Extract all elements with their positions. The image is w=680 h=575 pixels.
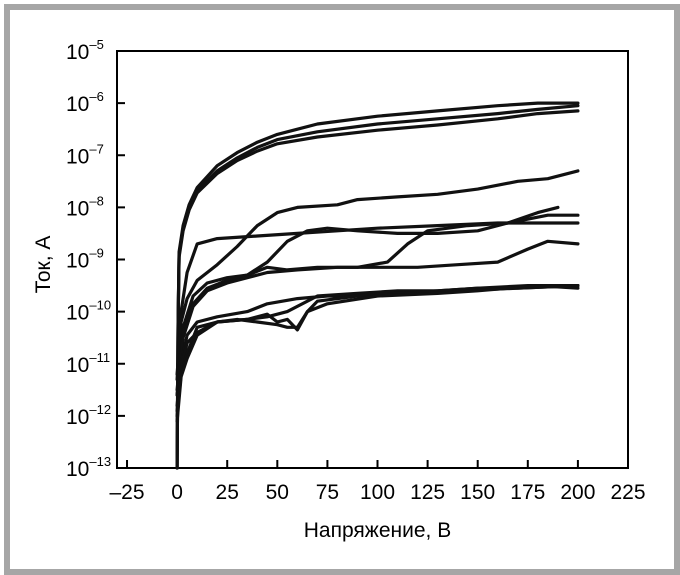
y-tick-base: 10 <box>66 458 89 481</box>
y-tick-exponent: –6 <box>89 89 103 104</box>
x-tick-label: 225 <box>610 481 645 504</box>
chart-frame: –25 0 25 50 75 100 125 150 175 200 225 10–5 10–6 10–… <box>4 4 680 575</box>
y-tick-exponent: –7 <box>89 141 103 156</box>
y-tick-base: 10 <box>66 406 89 429</box>
y-tick-base: 10 <box>66 354 89 377</box>
y-tick-base: 10 <box>66 302 89 325</box>
x-tick-label: 25 <box>216 481 239 504</box>
x-tick-label: 175 <box>510 481 545 504</box>
series-line-6 <box>175 205 560 392</box>
y-tick-exponent: –8 <box>89 193 103 208</box>
x-axis-ticks: –25 0 25 50 75 100 125 150 175 200 225 <box>109 460 646 504</box>
y-tick-exponent: –5 <box>89 37 103 52</box>
y-tick-label: 10–11 <box>66 350 110 377</box>
x-tick-label: –25 <box>109 481 144 504</box>
y-tick-label: 10–13 <box>66 454 111 481</box>
y-tick-base: 10 <box>66 41 89 64</box>
y-tick-exponent: –9 <box>89 246 103 261</box>
y-tick-base: 10 <box>66 197 89 220</box>
x-tick-label: 75 <box>316 481 339 504</box>
y-axis-title: Ток, А <box>32 236 55 294</box>
x-axis-title: Напряжение, В <box>304 519 451 542</box>
y-tick-base: 10 <box>66 250 89 273</box>
x-tick-label: 0 <box>171 481 183 504</box>
series-line-4 <box>175 169 580 376</box>
series-line-10 <box>175 284 580 413</box>
x-tick-label: 125 <box>410 481 445 504</box>
series-line-12 <box>175 284 580 423</box>
chart: –25 0 25 50 75 100 125 150 175 200 225 10–510–610–… <box>32 37 646 542</box>
x-tick-label: 50 <box>266 481 289 504</box>
x-tick-label: 100 <box>360 481 395 504</box>
y-tick-label: 10–8 <box>66 193 104 220</box>
series-line-3 <box>175 109 580 470</box>
x-tick-label: 200 <box>560 481 595 504</box>
x-tick-label: 150 <box>460 481 495 504</box>
series-line-9 <box>175 284 580 408</box>
y-tick-label: 10–10 <box>66 298 111 325</box>
y-tick-base: 10 <box>66 145 89 168</box>
y-tick-label: 10–12 <box>66 402 111 429</box>
y-tick-label: 10–9 <box>66 246 104 273</box>
y-tick-exponent: –10 <box>89 298 111 313</box>
y-tick-exponent: –12 <box>89 402 111 417</box>
series-line-11 <box>175 284 580 418</box>
series-line-7 <box>175 213 580 397</box>
y-tick-label: 10–5 <box>66 37 104 64</box>
y-tick-label: 10–7 <box>66 141 104 168</box>
y-tick-base: 10 <box>66 93 89 116</box>
y-tick-exponent: –11 <box>89 350 110 365</box>
y-tick-label: 10–6 <box>66 89 104 116</box>
series-lines <box>175 101 580 470</box>
series-line-8 <box>175 239 580 397</box>
y-tick-exponent: –13 <box>89 454 111 469</box>
